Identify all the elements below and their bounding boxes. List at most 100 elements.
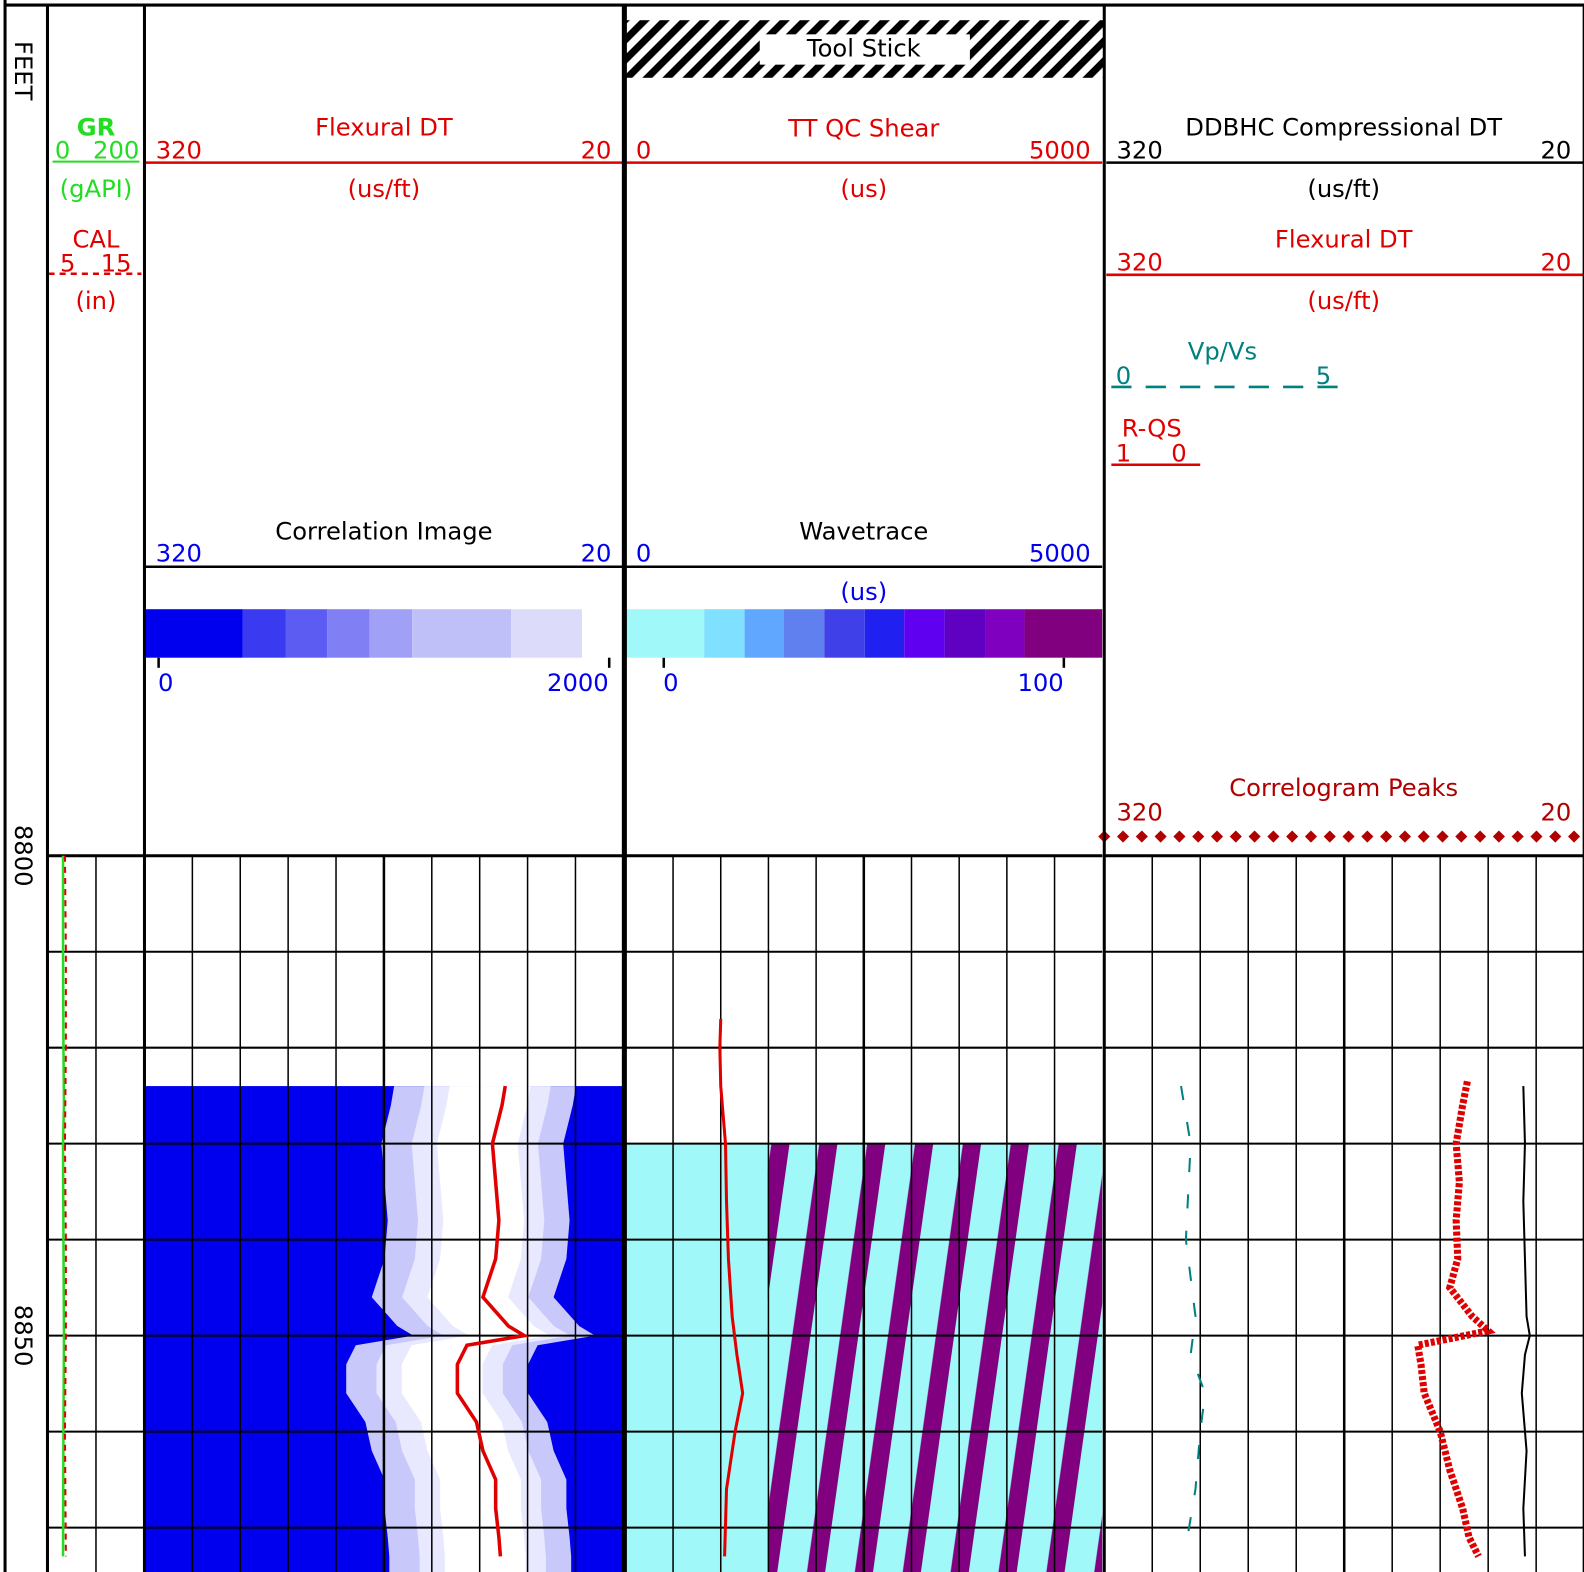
correlation-band [401, 1086, 550, 1572]
wavetrace-image [767, 1143, 1103, 1572]
curve-name: GR [77, 112, 116, 141]
color-swatch [944, 609, 986, 658]
scale-label: 5000 [1029, 136, 1091, 165]
color-scale-label: 0 [158, 668, 173, 697]
peak-marker [1417, 830, 1430, 843]
color-swatch [824, 609, 865, 658]
scale-label: 320 [1116, 248, 1162, 277]
peak-marker [1173, 830, 1186, 843]
depth-label: 8850 [9, 1305, 38, 1367]
curve-name: DDBHC Compressional DT [1185, 112, 1502, 141]
curve-name: Flexural DT [315, 112, 453, 141]
peak-marker [1511, 830, 1524, 843]
peak-marker [1436, 830, 1449, 843]
depth-label: 8800 [9, 825, 38, 887]
color-swatch [704, 609, 745, 658]
peak-marker [1248, 830, 1261, 843]
scale-label: 320 [1116, 797, 1162, 826]
tt-qc-shear-curve [718, 1018, 745, 1557]
peak-marker [1135, 830, 1148, 843]
scale-label: 5 [1316, 361, 1331, 390]
curve-name: Vp/Vs [1188, 337, 1257, 366]
scale-label: 320 [156, 539, 202, 568]
scale-label: 5 [60, 249, 75, 278]
peak-marker [1267, 830, 1280, 843]
cal-curve [63, 855, 67, 1557]
peak-marker [1398, 830, 1411, 843]
scale-label: 0 [1171, 439, 1186, 468]
header-lines [48, 161, 1584, 668]
peak-marker [1380, 830, 1393, 843]
unit: (us) [840, 174, 887, 203]
color-swatch [412, 609, 512, 658]
peak-marker [1530, 830, 1543, 843]
unit: (us) [840, 577, 887, 606]
color-swatch [625, 609, 705, 658]
tool-stick-box [759, 34, 970, 65]
scale-label: 20 [581, 136, 612, 165]
tool-stick-label: Tool Stick [806, 34, 921, 63]
peak-marker [1567, 830, 1581, 843]
scale-label: 20 [581, 539, 612, 568]
peak-marker [1342, 830, 1355, 843]
peak-marker [1361, 830, 1374, 843]
scale-label: 200 [93, 136, 139, 165]
peak-marker [1210, 830, 1224, 843]
depth-unit: FEET [9, 41, 38, 101]
color-swatch [783, 609, 825, 658]
curve-name: R-QS [1122, 413, 1182, 442]
scale-label: 5000 [1029, 539, 1091, 568]
scale-label: 320 [1116, 136, 1162, 165]
scale-label: 320 [156, 136, 202, 165]
color-swatch [327, 609, 370, 658]
color-scale-label: 100 [1017, 668, 1063, 697]
scale-label: 20 [1540, 797, 1571, 826]
gr-curve [61, 855, 66, 1557]
peak-marker [1116, 830, 1130, 843]
unit: (us/ft) [1307, 286, 1380, 315]
peak-marker [1323, 830, 1336, 843]
curve-name: Correlogram Peaks [1229, 773, 1458, 802]
peak-marker [1492, 830, 1505, 843]
peak-marker [1455, 830, 1468, 843]
color-swatch [864, 609, 905, 658]
flexural-dt-curve [455, 1085, 530, 1557]
color-swatch [1024, 609, 1103, 658]
scale-label: 1 [1116, 439, 1131, 468]
unit: (us/ft) [1307, 174, 1380, 203]
image-name: Wavetrace [799, 516, 928, 545]
scale-label: 0 [636, 136, 651, 165]
color-swatch [744, 609, 784, 658]
vp-vs-curve [1180, 1085, 1207, 1547]
color-swatch [242, 609, 286, 658]
scale-label: 0 [636, 539, 651, 568]
unit: (in) [75, 286, 116, 315]
color-swatch [369, 609, 413, 658]
image-name: Correlation Image [275, 516, 492, 545]
ddbhc-dt-curve [1520, 1086, 1531, 1557]
curve-name: Flexural DT [1275, 224, 1413, 253]
scale-label: 20 [1540, 248, 1571, 277]
curve-name: CAL [72, 224, 119, 253]
scale-label: 0 [55, 136, 70, 165]
color-scale-label: 2000 [547, 668, 609, 697]
peak-marker [1229, 830, 1242, 843]
color-swatch [904, 609, 945, 658]
unit: (gAPI) [60, 174, 133, 203]
color-swatch [985, 609, 1025, 658]
peak-marker [1304, 830, 1318, 843]
log-body: Tool Stick FEET GR 0 200 (gAPI) CAL 5 15… [3, 0, 1584, 1572]
color-scale-label: 0 [663, 668, 678, 697]
peak-marker [1474, 830, 1487, 843]
peak-marker [1192, 830, 1205, 843]
unit: (us/ft) [348, 174, 421, 203]
peak-marker [1154, 830, 1167, 843]
color-swatch [144, 609, 243, 658]
curve-name: TT QC Shear [787, 113, 939, 142]
scale-label: 0 [1116, 361, 1131, 390]
correlogram-peaks-curve [1413, 1080, 1496, 1558]
color-swatch [285, 609, 328, 658]
peak-marker [1286, 830, 1299, 843]
